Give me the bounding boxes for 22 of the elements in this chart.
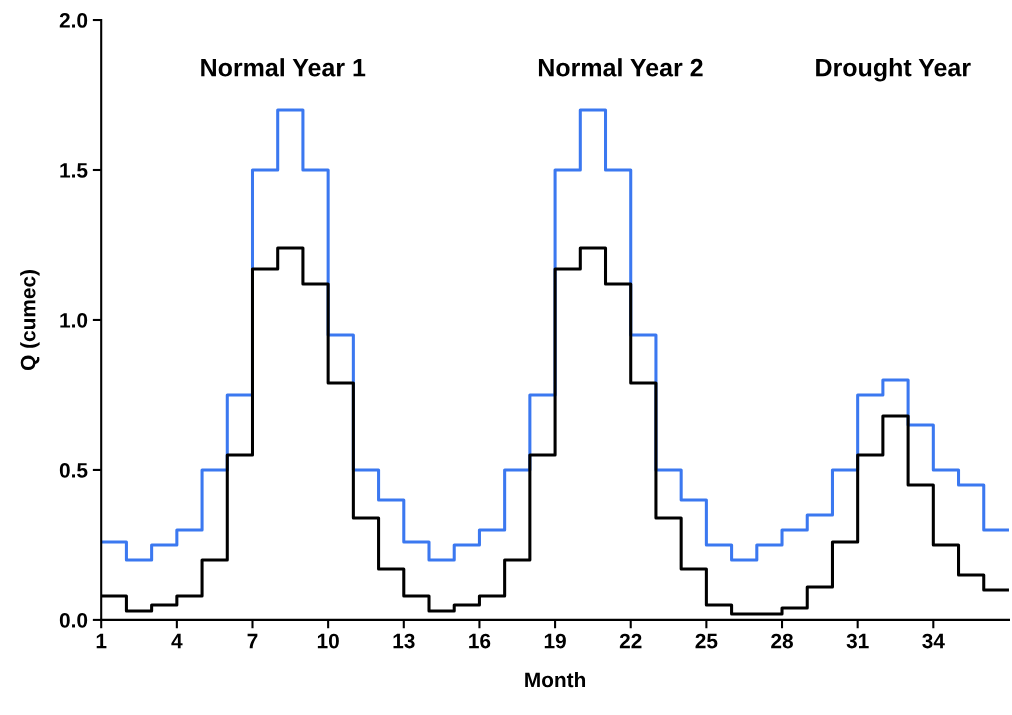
y-tick-label: 0.5 <box>59 462 88 478</box>
y-axis-title: Q (cumec) <box>20 270 40 371</box>
x-axis-title: Month <box>525 671 586 688</box>
annotation: Normal Year 2 <box>538 58 703 77</box>
y-tick-label: 1.5 <box>60 163 88 178</box>
x-tick-label: 19 <box>544 633 566 649</box>
x-tick-label: 28 <box>771 633 793 649</box>
x-tick-label: 34 <box>922 633 945 649</box>
x-tick-label: 1 <box>96 633 107 649</box>
x-tick-label: 7 <box>247 633 258 649</box>
y-tick-label: 0.0 <box>59 612 88 628</box>
x-tick-label: 31 <box>846 633 869 649</box>
y-tick-label: 2.0 <box>59 13 88 28</box>
x-tick-label: 25 <box>695 633 718 649</box>
y-tick-label: 1.0 <box>60 312 88 328</box>
annotation: Normal Year 1 <box>201 58 366 77</box>
x-tick-label: 4 <box>171 633 183 649</box>
x-tick-label: 16 <box>469 633 491 649</box>
annotation: Drought Year <box>816 58 971 82</box>
x-tick-label: 10 <box>317 633 339 649</box>
x-tick-label: 22 <box>619 633 642 649</box>
x-tick-label: 13 <box>393 633 415 649</box>
